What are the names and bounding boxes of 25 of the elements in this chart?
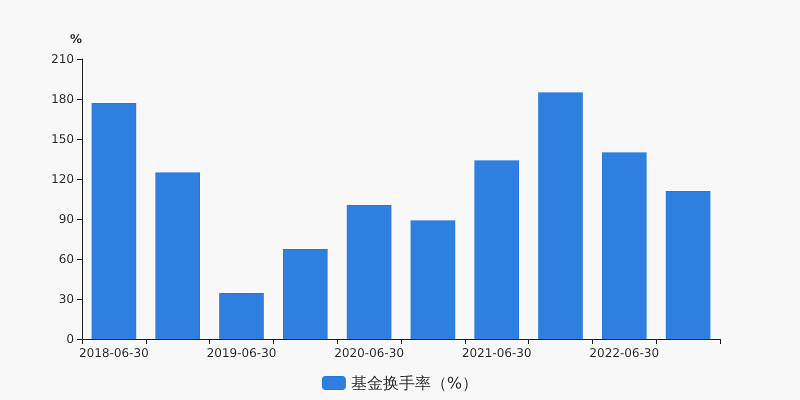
x-tick-label: 2020-06-30	[334, 346, 404, 360]
bar	[282, 249, 328, 339]
y-tick-label: 120	[51, 172, 74, 186]
y-axis-title: %	[70, 32, 82, 46]
bar	[410, 220, 456, 339]
y-tick-label: 150	[51, 132, 74, 146]
y-tick-label: 180	[51, 92, 74, 106]
x-tick-label: 2022-06-30	[589, 346, 660, 360]
bar	[219, 293, 264, 339]
bar	[602, 152, 647, 339]
bar	[346, 205, 392, 339]
y-tick-label: 30	[58, 292, 74, 306]
y-tick-label: 0	[66, 332, 74, 346]
bar	[666, 191, 710, 339]
bar	[92, 103, 136, 339]
y-tick-label: 210	[51, 52, 74, 66]
x-tick-label: 2019-06-30	[206, 346, 276, 360]
bar	[538, 92, 583, 339]
y-tick-label: 60	[58, 252, 74, 266]
bar	[155, 172, 200, 339]
x-tick-label: 2018-06-30	[79, 346, 149, 360]
bar	[474, 160, 520, 339]
legend-label: 基金换手率（%）	[350, 374, 478, 392]
x-tick-label: 2021-06-30	[462, 346, 532, 360]
y-tick-label: 90	[58, 212, 74, 226]
